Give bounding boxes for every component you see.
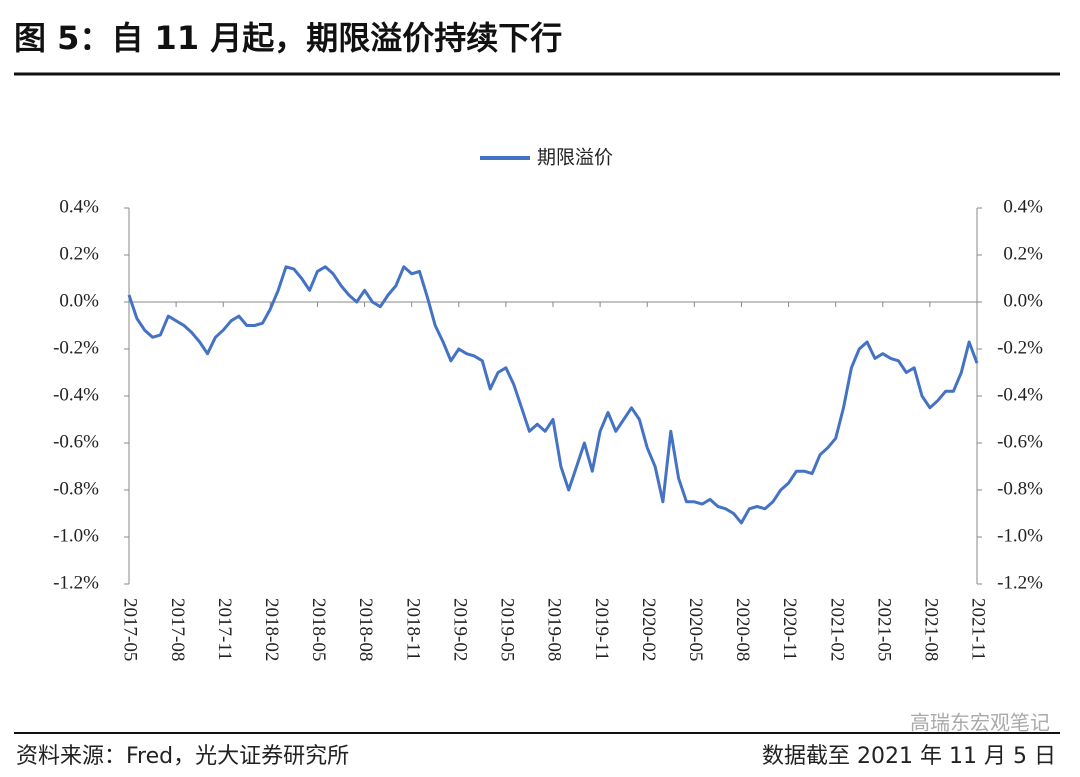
x-tick-label: 2018-02 (261, 598, 282, 661)
source: 资料来源：Fred，光大证券研究所 (16, 744, 349, 769)
legend-label: 期限溢价 (537, 147, 613, 169)
y-tick-label: 0.4% (59, 196, 99, 217)
x-tick-label: 2018-11 (402, 598, 423, 661)
y-tick-label: -0.8% (53, 478, 99, 499)
y2-tick-label: -1.2% (997, 572, 1043, 593)
x-tick-label: 2020-11 (779, 598, 800, 661)
line-series (127, 265, 979, 525)
x-tick-label: 2020-05 (685, 598, 706, 661)
x-tick-label: 2019-11 (591, 598, 612, 661)
y-tick-label: -0.6% (53, 431, 99, 452)
y2-tick-label: -0.2% (997, 337, 1043, 358)
x-tick-label: 2018-08 (355, 598, 376, 661)
y-tick-label: -0.2% (53, 337, 99, 358)
y2-tick-label: 0.4% (1003, 196, 1043, 217)
y2-tick-label: -1.0% (997, 525, 1043, 546)
x-tick-label: 2020-08 (732, 598, 753, 661)
title: 图 5：自 11 月起，期限溢价持续下行 (14, 19, 562, 57)
x-tick-label: 2017-11 (214, 598, 235, 661)
y-tick-label: -1.0% (53, 525, 99, 546)
y2-tick-label: 0.0% (1003, 290, 1043, 311)
y-tick-label: -0.4% (53, 384, 99, 405)
x-tick-label: 2021-11 (968, 598, 989, 661)
x-tick-label: 2017-08 (167, 598, 188, 661)
x-tick-label: 2019-05 (497, 598, 518, 661)
y2-tick-label: -0.4% (997, 384, 1043, 405)
x-tick-label: 2019-08 (544, 598, 565, 661)
x-tick-label: 2017-05 (120, 598, 141, 661)
x-tick-label: 2018-05 (308, 598, 329, 661)
x-tick-label: 2021-02 (826, 598, 847, 661)
x-tick-label: 2019-02 (449, 598, 470, 661)
y-tick-label: -1.2% (53, 572, 99, 593)
y-tick-label: 0.0% (59, 290, 99, 311)
y-tick-label: 0.2% (59, 243, 99, 264)
y2-tick-label: -0.8% (997, 478, 1043, 499)
x-tick-label: 2021-08 (921, 598, 942, 661)
y2-tick-label: 0.2% (1003, 243, 1043, 264)
x-tick-label: 2021-05 (873, 598, 894, 661)
note: 数据截至 2021 年 11 月 5 日 (762, 744, 1056, 769)
watermark: 高瑞东宏观笔记 (910, 711, 1050, 735)
y2-tick-label: -0.6% (997, 431, 1043, 452)
x-tick-label: 2020-02 (638, 598, 659, 661)
